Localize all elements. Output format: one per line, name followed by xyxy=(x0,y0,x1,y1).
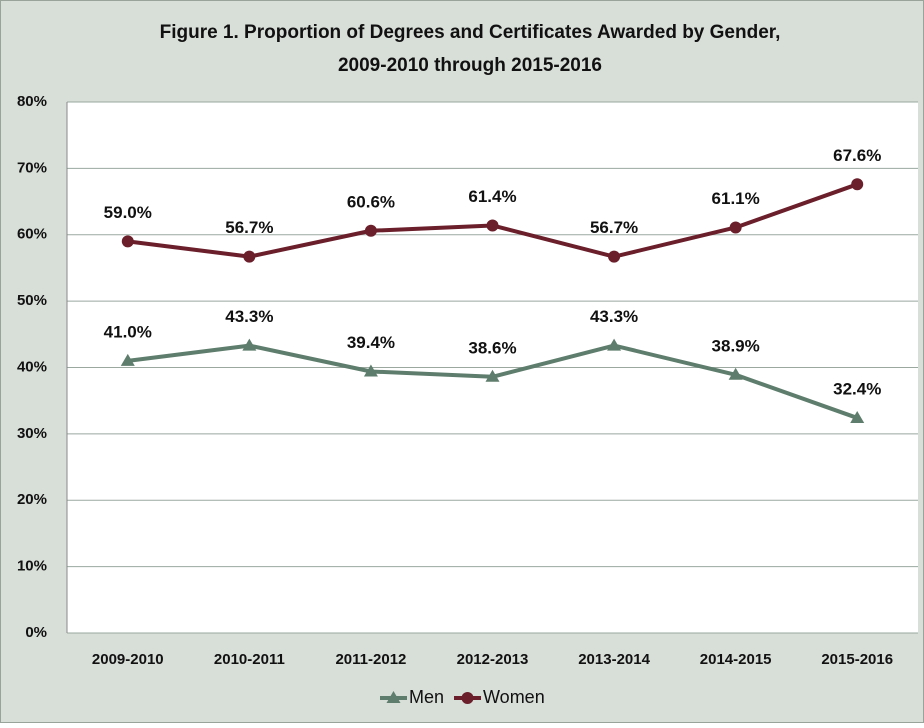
marker xyxy=(729,221,742,234)
y-tick-label: 10% xyxy=(17,558,47,575)
marker xyxy=(243,250,256,263)
legend-label: Women xyxy=(483,687,545,707)
chart-title: 2009-2010 through 2015-2016 xyxy=(338,55,602,76)
x-tick-label: 2015-2016 xyxy=(821,651,893,668)
chart-title: Figure 1. Proportion of Degrees and Cert… xyxy=(160,22,781,43)
marker xyxy=(120,353,135,366)
x-tick-label: 2014-2015 xyxy=(700,651,772,668)
y-tick-label: 80% xyxy=(17,93,47,110)
data-label: 61.1% xyxy=(712,189,760,208)
y-tick-label: 70% xyxy=(17,159,47,176)
data-label: 41.0% xyxy=(104,322,152,341)
y-tick-label: 40% xyxy=(17,358,47,375)
legend-label: Men xyxy=(409,687,444,707)
marker xyxy=(363,364,378,377)
x-tick-label: 2011-2012 xyxy=(335,651,406,668)
legend-marker xyxy=(461,692,474,704)
y-tick-label: 30% xyxy=(17,425,47,442)
marker xyxy=(364,224,377,237)
marker xyxy=(486,219,499,232)
marker xyxy=(485,369,500,382)
data-label: 39.4% xyxy=(347,333,395,352)
data-label: 56.7% xyxy=(225,218,273,237)
data-label: 38.9% xyxy=(712,336,760,355)
data-label: 61.4% xyxy=(468,187,516,206)
y-tick-label: 20% xyxy=(17,491,47,508)
data-label: 67.6% xyxy=(833,146,881,165)
x-tick-label: 2010-2011 xyxy=(214,651,285,668)
marker xyxy=(728,367,743,380)
legend-marker xyxy=(386,691,401,703)
data-label: 32.4% xyxy=(833,379,881,398)
marker xyxy=(121,235,134,248)
data-label: 59.0% xyxy=(104,203,152,222)
data-label: 43.3% xyxy=(590,307,638,326)
marker xyxy=(851,178,864,191)
y-tick-label: 0% xyxy=(25,624,47,641)
marker xyxy=(607,338,622,351)
y-tick-label: 60% xyxy=(17,226,47,243)
marker xyxy=(850,410,865,423)
x-tick-label: 2013-2014 xyxy=(578,651,650,668)
data-label: 60.6% xyxy=(347,192,395,211)
data-label: 43.3% xyxy=(225,307,273,326)
marker xyxy=(242,338,257,351)
marker xyxy=(608,250,621,263)
x-tick-label: 2009-2010 xyxy=(92,651,164,668)
x-tick-label: 2012-2013 xyxy=(457,651,529,668)
data-label: 56.7% xyxy=(590,218,638,237)
y-tick-label: 50% xyxy=(17,292,47,309)
data-label: 38.6% xyxy=(468,338,516,357)
